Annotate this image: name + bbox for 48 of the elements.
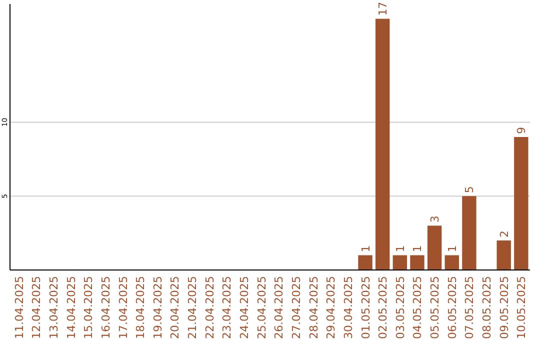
x-tick-label: 12.04.2025 [30, 276, 44, 339]
data-label: 1 [359, 245, 372, 252]
x-tick-label: 30.04.2025 [342, 276, 355, 339]
x-tick-label: 11.04.2025 [12, 276, 26, 339]
bar [392, 255, 408, 270]
data-label: 1 [446, 245, 459, 252]
data-label: 5 [463, 186, 476, 194]
x-tick-label: 17.04.2025 [116, 276, 130, 339]
x-tick-label: 08.05.2025 [480, 276, 494, 339]
data-label: 1 [411, 245, 424, 252]
x-tick-label: 03.05.2025 [394, 276, 407, 339]
x-tick-label: 16.04.2025 [99, 276, 112, 339]
data-label: 17 [376, 2, 390, 16]
x-tick-label: 28.04.2025 [307, 276, 320, 339]
bar [462, 196, 476, 270]
bar [375, 18, 390, 270]
x-tick-label: 10.05.2025 [515, 276, 528, 339]
x-tick-label: 06.05.2025 [446, 276, 459, 339]
bar [358, 255, 372, 270]
x-tick-label: 02.05.2025 [376, 276, 390, 339]
x-tick-label: 23.04.2025 [220, 276, 234, 339]
bar [514, 137, 528, 270]
x-tick-label: 04.05.2025 [411, 276, 424, 339]
bar [496, 240, 511, 270]
data-label: 9 [515, 127, 528, 134]
x-tick-label: 19.04.2025 [151, 276, 164, 339]
x-tick-label: 18.04.2025 [134, 276, 148, 339]
x-tick-label: 15.04.2025 [82, 276, 96, 339]
bar [427, 226, 442, 270]
x-tick-label: 26.04.2025 [272, 276, 286, 339]
x-tick-label: 21.04.2025 [186, 276, 200, 339]
x-tick-label: 13.04.2025 [47, 276, 60, 339]
x-tick-label: 01.05.2025 [359, 276, 372, 339]
x-tick-label: 14.04.2025 [64, 276, 78, 339]
x-tick-label: 24.04.2025 [238, 276, 252, 339]
x-tick-label: 25.04.2025 [255, 276, 268, 339]
data-label: 2 [498, 230, 511, 238]
x-tick-label: 05.05.2025 [428, 276, 442, 339]
x-tick-label: 20.04.2025 [168, 276, 182, 339]
data-label: 3 [428, 216, 442, 223]
x-tick-label: 22.04.2025 [203, 276, 216, 339]
bar [444, 255, 459, 270]
x-tick-label: 07.05.2025 [463, 276, 476, 339]
x-tick-label: 27.04.2025 [290, 276, 303, 339]
x-tick-label: 09.05.2025 [498, 276, 511, 339]
x-tick-label: 29.04.2025 [324, 276, 338, 339]
bar [410, 255, 424, 270]
data-label: 1 [394, 245, 407, 252]
